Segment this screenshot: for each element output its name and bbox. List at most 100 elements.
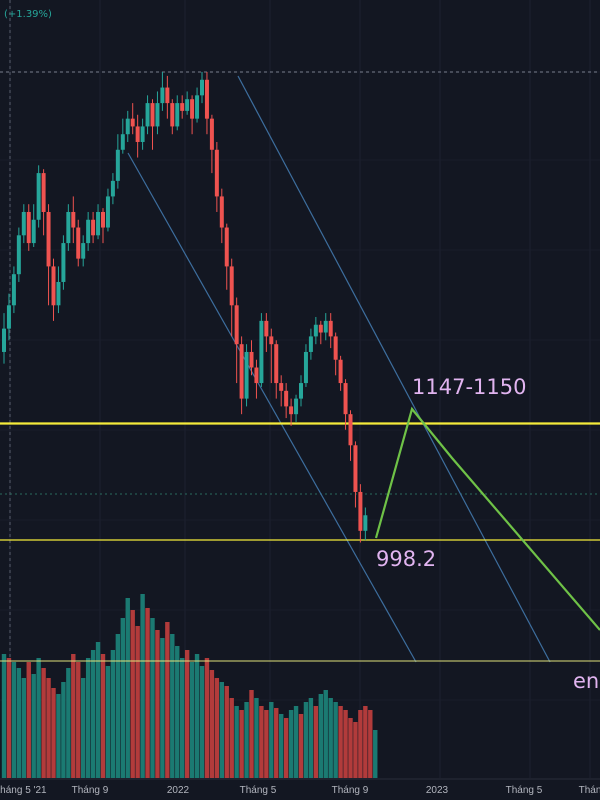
candle-body [135,126,140,142]
volume-bar [194,654,200,778]
volume-bar [76,662,81,778]
chart-grid [0,0,600,778]
annotation-labels: 1147-1150 998.2 en [376,375,599,693]
candle-body [363,515,368,531]
candle-body [26,211,31,244]
volume-bar [353,722,358,778]
volume-bar [373,730,378,778]
volume-bar [204,658,210,778]
volume-bar [130,610,135,778]
candle-body [140,126,145,142]
candle-body [274,344,279,384]
volume-bar [135,626,140,778]
volume-bar [254,698,259,778]
candle-body [2,328,6,352]
projection-path [374,406,600,631]
x-tick-label: 2023 [426,785,449,796]
candle-body [150,103,155,127]
volume-bar [318,694,323,778]
volume-bar [90,650,96,778]
candle-body [343,383,348,415]
volume-bar [125,598,130,778]
volume-bar [81,678,86,778]
volume-bar [333,702,338,778]
candle-body [180,103,185,111]
candle-body [51,266,56,306]
candle-body [120,134,125,150]
volume-bar [259,706,264,778]
volume-bar [303,702,309,778]
volume-bar [293,706,299,778]
candle-body [289,406,294,415]
candle-body [16,235,21,275]
candle-body [145,103,150,127]
volume-bar [298,714,304,778]
candle-body [66,211,71,244]
candle-body [175,103,180,127]
x-tick-label: Tháng 5 [506,785,543,796]
volume-bar [115,634,121,778]
x-tick-label: Tháng 5 [240,785,277,796]
candle-body [110,180,115,197]
volume-bar [165,622,170,778]
volume-bar [224,686,229,778]
volume-bar [150,618,155,778]
channel-lower-line [127,152,417,663]
volume-bar [338,706,343,778]
candle-body [160,87,165,104]
candle-body [81,243,86,259]
candle-body [264,320,269,337]
volume-bar [180,658,185,778]
volume-bar [41,668,46,778]
volume-bar [313,706,319,778]
candle-body [333,336,338,360]
volume-bar [229,698,234,778]
candle-body [185,99,190,111]
candle-body [115,149,120,181]
candle-body [244,351,249,399]
volume-bar [269,702,274,778]
volume-bar [120,618,125,778]
channel-upper-line [237,75,551,663]
candle-body [219,196,224,228]
volume-bar [170,634,175,778]
level-lines [0,422,600,541]
volume-bar [189,662,195,778]
volume-bar [95,642,101,778]
candle-body [86,219,91,244]
volume-bar [71,654,76,778]
candle-body [328,320,333,337]
volume-bar [26,662,31,778]
candle-body [308,336,313,352]
volume-bar [85,658,91,778]
candle-body [31,219,36,244]
candle-body [96,211,101,236]
volume-bar [363,706,368,778]
volume-bar [239,710,244,778]
candle-body [165,87,170,104]
volume-bar [145,608,150,778]
volume-bar [328,698,333,778]
volume-bar [1,654,7,778]
candle-body [358,491,363,531]
candle-body [190,99,195,119]
volume-bar [56,694,61,778]
candle-body [249,351,254,368]
volume-bar [323,690,328,778]
volume-bar [11,662,17,778]
volume-bar [358,710,363,778]
volume-bar [219,682,224,778]
candle-body [279,383,284,391]
candle-body [303,351,308,384]
candle-body [41,173,46,212]
x-tick-label: Tháng 9 [332,785,369,796]
x-tick-label: Tháng 9 [72,785,109,796]
volume-bars [1,594,378,778]
volume-bar [61,682,66,778]
support-label: 998.2 [376,547,436,571]
x-tick-label: tháng 5 '21 [0,785,47,796]
projection-line [374,406,600,631]
candle-body [224,227,229,267]
volume-bar [209,670,215,778]
